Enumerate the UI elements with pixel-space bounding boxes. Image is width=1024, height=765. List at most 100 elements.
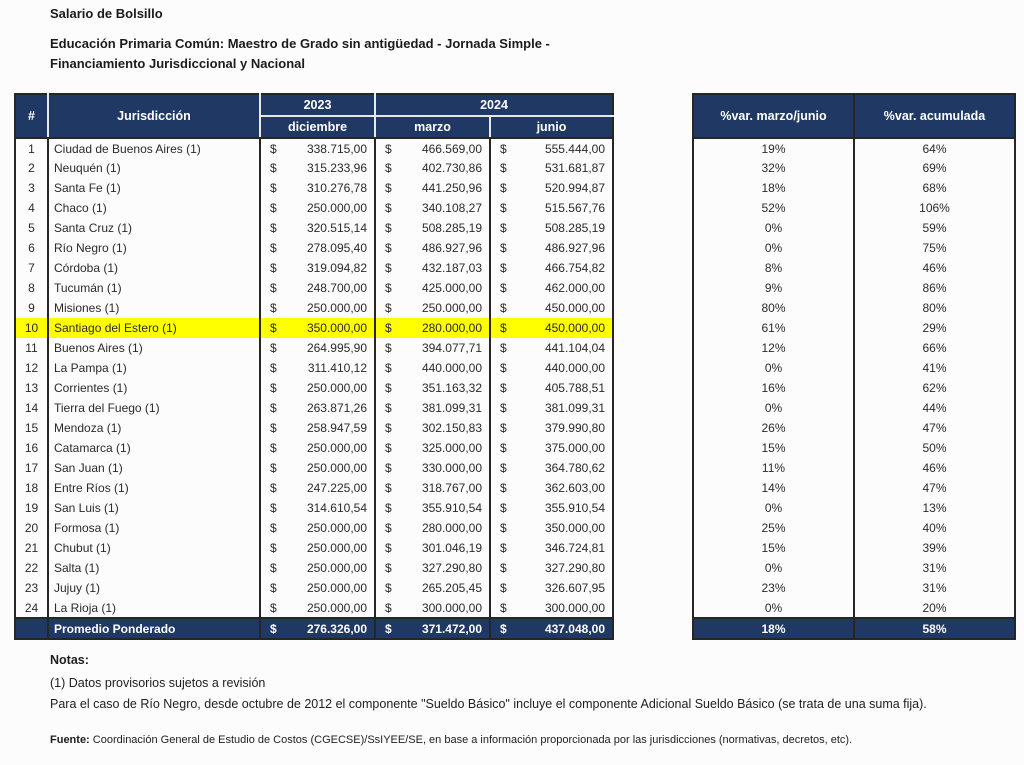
variation-row: 9% 86%	[693, 278, 1015, 298]
var-marzo-junio: 18%	[761, 181, 786, 195]
amount: 302.150,83	[421, 421, 482, 435]
var-acumulada: 31%	[853, 578, 1015, 598]
salary-row: 19 San Luis (1) $314.610,54 $355.910,54 $355…	[15, 498, 613, 518]
col-header-var-marzo-junio: %var. marzo/junio	[693, 94, 854, 139]
salary-december-2023: $250.000,00	[259, 438, 375, 458]
amount: 346.724,81	[544, 541, 605, 555]
variation-row: 15% 50%	[693, 438, 1015, 458]
salary-march-2024: $440.000,00	[374, 358, 490, 378]
salary-march-2024: $280.000,00	[374, 518, 490, 538]
salary-december-2023: $319.094,82	[259, 258, 375, 278]
col-header-june: junio	[489, 116, 613, 139]
col-header-year-2023: 2023	[259, 94, 375, 117]
jurisdiction-name: Chaco (1)	[47, 198, 260, 218]
amount: 263.871,26	[306, 401, 367, 415]
currency-symbol: $	[270, 501, 277, 515]
amount: 364.780,62	[544, 461, 605, 475]
currency-symbol: $	[500, 381, 507, 395]
salary-row: 20 Formosa (1) $250.000,00 $280.000,00 $350.…	[15, 518, 613, 538]
amount: 327.290,80	[421, 561, 482, 575]
variation-row: 0% 44%	[693, 398, 1015, 418]
amount: 250.000,00	[306, 201, 367, 215]
salary-march-2024: $280.000,00	[374, 318, 490, 338]
currency-symbol: $	[270, 441, 277, 455]
amount: 440.000,00	[544, 361, 605, 375]
currency-symbol: $	[500, 301, 507, 315]
currency-symbol: $	[385, 581, 392, 595]
salary-june-2024: $508.285,19	[489, 218, 613, 238]
variation-row: 26% 47%	[693, 418, 1015, 438]
salary-june-2024: $450.000,00	[489, 318, 613, 338]
salary-row: 23 Jujuy (1) $250.000,00 $265.205,45 $326.60…	[15, 578, 613, 598]
salary-row: 4 Chaco (1) $250.000,00 $340.108,27 $515.567…	[15, 198, 613, 218]
salary-march-2024: $355.910,54	[374, 498, 490, 518]
variation-row: 19% 64%	[693, 138, 1015, 158]
salary-june-2024: $381.099,31	[489, 398, 613, 418]
currency-symbol: $	[270, 141, 277, 156]
subtitle-line-1: Educación Primaria Común: Maestro de Gra…	[50, 36, 550, 51]
currency-symbol: $	[500, 401, 507, 415]
salary-march-2024: $330.000,00	[374, 458, 490, 478]
row-number: 11	[25, 341, 38, 355]
amount: 340.108,27	[421, 201, 482, 215]
var-marzo-junio: 32%	[761, 161, 786, 175]
currency-symbol: $	[270, 481, 277, 495]
amount: 555.444,00	[544, 141, 605, 156]
row-number: 7	[28, 261, 35, 275]
amount: 325.000,00	[421, 441, 482, 455]
salary-june-2024: $375.000,00	[489, 438, 613, 458]
note-provisional-data: (1) Datos provisorios sujetos a revisión	[50, 676, 266, 690]
variation-table: %var. marzo/junio %var. acumulada 19% 64%…	[692, 93, 1016, 640]
salary-row: 8 Tucumán (1) $248.700,00 $425.000,00 $462.0…	[15, 278, 613, 298]
jurisdiction-name: Catamarca (1)	[47, 438, 260, 458]
jurisdiction-name: Santa Cruz (1)	[47, 218, 260, 238]
variation-row: 12% 66%	[693, 338, 1015, 358]
salary-december-2023: $247.225,00	[259, 478, 375, 498]
row-number: 8	[28, 281, 35, 295]
currency-symbol: $	[385, 201, 392, 215]
salary-row: 11 Buenos Aires (1) $264.995,90 $394.077,71…	[15, 338, 613, 358]
amount: 250.000,00	[306, 541, 367, 555]
amount: 311.410,12	[307, 361, 367, 375]
amount: 315.233,96	[306, 161, 367, 175]
salary-march-2024: $265.205,45	[374, 578, 490, 598]
currency-symbol: $	[270, 461, 277, 475]
amount: 350.000,00	[306, 321, 367, 335]
var-acumulada: 80%	[853, 298, 1015, 318]
row-number: 19	[24, 501, 39, 515]
currency-symbol: $	[500, 161, 507, 175]
salary-march-2024: $302.150,83	[374, 418, 490, 438]
var-marzo-junio: 0%	[764, 600, 783, 615]
currency-symbol: $	[385, 361, 392, 375]
note-rio-negro: Para el caso de Río Negro, desde octubre…	[50, 697, 927, 711]
var-acumulada: 41%	[853, 358, 1015, 378]
var-acumulada: 13%	[853, 498, 1015, 518]
var-marzo-junio: 16%	[761, 381, 786, 395]
currency-symbol: $	[270, 301, 277, 315]
currency-symbol: $	[270, 161, 277, 175]
salary-row: 7 Córdoba (1) $319.094,82 $432.187,03 $466.7…	[15, 258, 613, 278]
salary-june-2024: $531.681,87	[489, 158, 613, 178]
amount: 319.094,82	[306, 261, 367, 275]
salary-march-2024: $318.767,00	[374, 478, 490, 498]
currency-symbol: $	[500, 201, 507, 215]
amount: 486.927,96	[421, 241, 482, 255]
amount: 375.000,00	[544, 441, 605, 455]
amount: 300.000,00	[544, 600, 605, 615]
salary-june-2024: $300.000,00	[489, 598, 613, 618]
currency-symbol: $	[385, 421, 392, 435]
salary-december-2023: $250.000,00	[259, 378, 375, 398]
var-acumulada: 66%	[853, 338, 1015, 358]
salary-december-2023: $350.000,00	[259, 318, 375, 338]
salary-june-2024: $327.290,80	[489, 558, 613, 578]
currency-symbol: $	[385, 301, 392, 315]
currency-symbol: $	[500, 141, 507, 156]
amount: 301.046,19	[421, 541, 482, 555]
salary-december-2023: $250.000,00	[259, 458, 375, 478]
salary-december-2023: $314.610,54	[259, 498, 375, 518]
salary-december-2023: $258.947,59	[259, 418, 375, 438]
currency-symbol: $	[500, 261, 507, 275]
row-number: 18	[24, 481, 39, 495]
jurisdiction-name: La Pampa (1)	[47, 358, 260, 378]
salary-march-2024: $327.290,80	[374, 558, 490, 578]
